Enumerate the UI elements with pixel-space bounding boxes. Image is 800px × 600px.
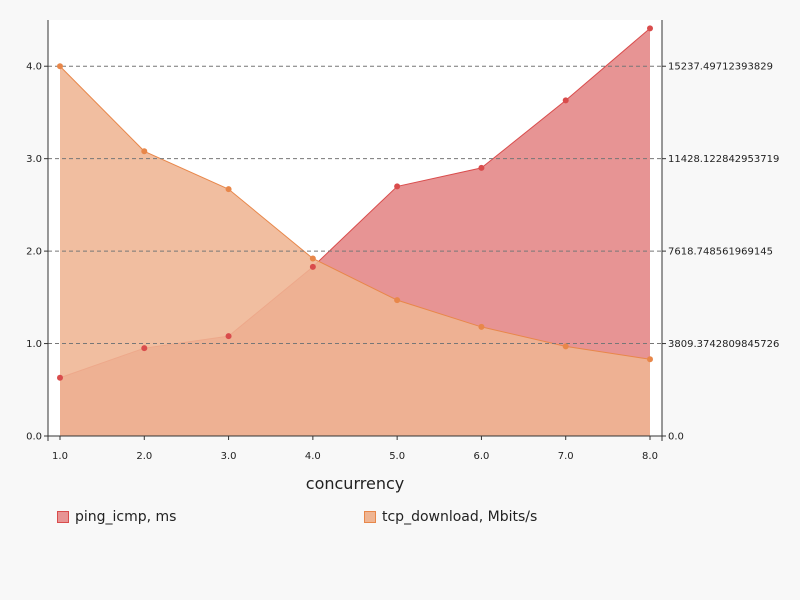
point-tcp-download-6 xyxy=(478,323,485,330)
x-tick-label-4: 4.0 xyxy=(305,451,321,462)
point-ping-icmp-4 xyxy=(309,263,316,270)
point-ping-icmp-7 xyxy=(562,97,569,104)
point-ping-icmp-3 xyxy=(225,333,232,340)
right-tick-label-2: 3809.3742809845726 xyxy=(668,339,779,350)
point-ping-icmp-6 xyxy=(478,164,485,171)
x-tick-label-7: 7.0 xyxy=(558,451,574,462)
point-ping-icmp-5 xyxy=(394,183,401,190)
legend-item-ping-icmp: ping_icmp, ms xyxy=(57,507,176,527)
point-tcp-download-2 xyxy=(141,148,148,155)
left-tick-label-1: 0.0 xyxy=(26,432,42,443)
x-tick-label-3: 3.0 xyxy=(221,451,237,462)
x-tick-label-1: 1.0 xyxy=(52,451,68,462)
area-tcp-download xyxy=(60,66,650,436)
point-ping-icmp-2 xyxy=(141,345,148,352)
point-tcp-download-5 xyxy=(394,297,401,304)
left-tick-label-3: 2.0 xyxy=(26,247,42,258)
legend-item-tcp-download: tcp_download, Mbits/s xyxy=(364,507,537,527)
right-tick-label-4: 11428.122842953719 xyxy=(668,154,779,165)
left-tick-label-2: 1.0 xyxy=(26,339,42,350)
left-tick-label-4: 3.0 xyxy=(26,154,42,165)
x-tick-label-5: 5.0 xyxy=(389,451,405,462)
legend-label-tcp-download: tcp_download, Mbits/s xyxy=(382,509,538,525)
point-tcp-download-3 xyxy=(225,186,232,193)
point-ping-icmp-8 xyxy=(647,25,653,32)
x-axis-label: concurrency xyxy=(305,474,405,493)
legend-swatch-ping-icmp xyxy=(57,511,69,523)
point-tcp-download-1 xyxy=(57,63,63,70)
legend-label-ping-icmp: ping_icmp, ms xyxy=(75,509,177,525)
right-tick-label-1: 0.0 xyxy=(668,432,684,443)
point-tcp-download-8 xyxy=(647,356,653,363)
x-tick-label-8: 8.0 xyxy=(642,451,658,462)
x-tick-label-6: 6.0 xyxy=(473,451,489,462)
point-ping-icmp-1 xyxy=(57,374,63,381)
right-tick-label-3: 7618.748561969145 xyxy=(668,247,773,258)
left-tick-label-5: 4.0 xyxy=(26,62,42,73)
point-tcp-download-4 xyxy=(309,255,316,262)
legend-swatch-tcp-download xyxy=(364,511,376,523)
x-tick-label-2: 2.0 xyxy=(136,451,152,462)
point-tcp-download-7 xyxy=(562,343,569,350)
right-tick-label-5: 15237.49712393829 xyxy=(668,62,773,73)
line-tcp-download xyxy=(59,65,651,360)
